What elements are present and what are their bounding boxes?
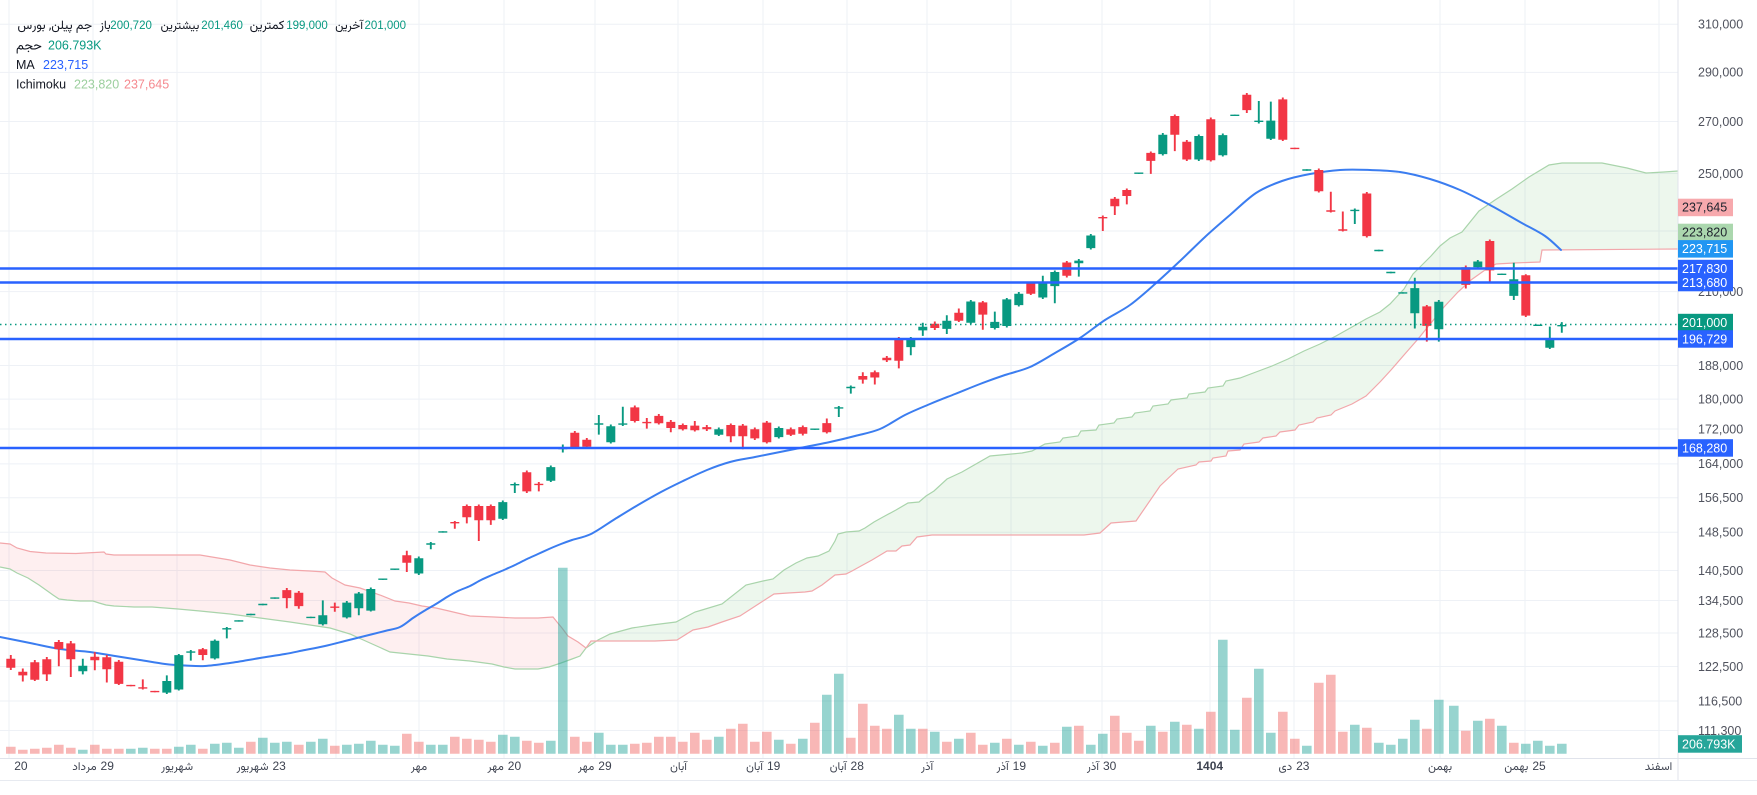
svg-text:116,500: 116,500 bbox=[1698, 694, 1742, 708]
svg-text:172,000: 172,000 bbox=[1698, 422, 1743, 436]
svg-text:223,715: 223,715 bbox=[43, 58, 88, 72]
svg-text:122,500: 122,500 bbox=[1698, 660, 1743, 674]
svg-text:128,500: 128,500 bbox=[1698, 626, 1743, 640]
svg-text:28: 28 bbox=[851, 759, 865, 773]
svg-text:148,500: 148,500 bbox=[1698, 526, 1743, 540]
svg-text:MA: MA bbox=[16, 58, 35, 72]
svg-text:29: 29 bbox=[598, 759, 612, 773]
svg-text:140,500: 140,500 bbox=[1698, 564, 1743, 578]
svg-text:310,000: 310,000 bbox=[1698, 18, 1743, 32]
svg-text:201,000: 201,000 bbox=[365, 20, 407, 32]
svg-text:196,729: 196,729 bbox=[1682, 332, 1727, 346]
svg-text:19: 19 bbox=[767, 759, 781, 773]
svg-text:134,500: 134,500 bbox=[1698, 594, 1743, 608]
svg-text:156,500: 156,500 bbox=[1698, 491, 1743, 505]
svg-text:201,000: 201,000 bbox=[1682, 316, 1727, 330]
svg-text:23: 23 bbox=[272, 759, 286, 773]
svg-text:30: 30 bbox=[1103, 759, 1117, 773]
svg-text:180,000: 180,000 bbox=[1698, 392, 1743, 406]
svg-text:223,820: 223,820 bbox=[74, 78, 119, 92]
svg-text:164,000: 164,000 bbox=[1698, 457, 1743, 471]
svg-text:199,000: 199,000 bbox=[286, 20, 328, 32]
svg-text:217,830: 217,830 bbox=[1682, 262, 1727, 276]
svg-text:206.793K: 206.793K bbox=[48, 39, 102, 53]
svg-text:20: 20 bbox=[14, 759, 28, 773]
svg-text:270,000: 270,000 bbox=[1698, 115, 1743, 129]
svg-text:111,300: 111,300 bbox=[1698, 724, 1741, 738]
svg-text:Ichimoku: Ichimoku bbox=[16, 78, 66, 92]
svg-text:213,680: 213,680 bbox=[1682, 276, 1727, 290]
svg-text:200,720: 200,720 bbox=[110, 20, 152, 32]
svg-text:237,645: 237,645 bbox=[1682, 201, 1727, 215]
svg-text:25: 25 bbox=[1532, 759, 1546, 773]
svg-text:237,645: 237,645 bbox=[124, 78, 169, 92]
svg-text:223,820: 223,820 bbox=[1682, 226, 1727, 240]
svg-text:20: 20 bbox=[508, 759, 522, 773]
svg-text:206.793K: 206.793K bbox=[1682, 737, 1736, 751]
svg-text:290,000: 290,000 bbox=[1698, 66, 1743, 80]
svg-text:19: 19 bbox=[1013, 759, 1027, 773]
svg-text:223,715: 223,715 bbox=[1682, 242, 1727, 256]
svg-text:188,000: 188,000 bbox=[1698, 359, 1743, 373]
svg-text:23: 23 bbox=[1296, 759, 1310, 773]
svg-text:1404: 1404 bbox=[1196, 759, 1223, 773]
svg-text:168,280: 168,280 bbox=[1682, 441, 1727, 455]
svg-text:250,000: 250,000 bbox=[1698, 167, 1743, 181]
svg-text:29: 29 bbox=[101, 759, 115, 773]
svg-text:201,460: 201,460 bbox=[201, 20, 243, 32]
